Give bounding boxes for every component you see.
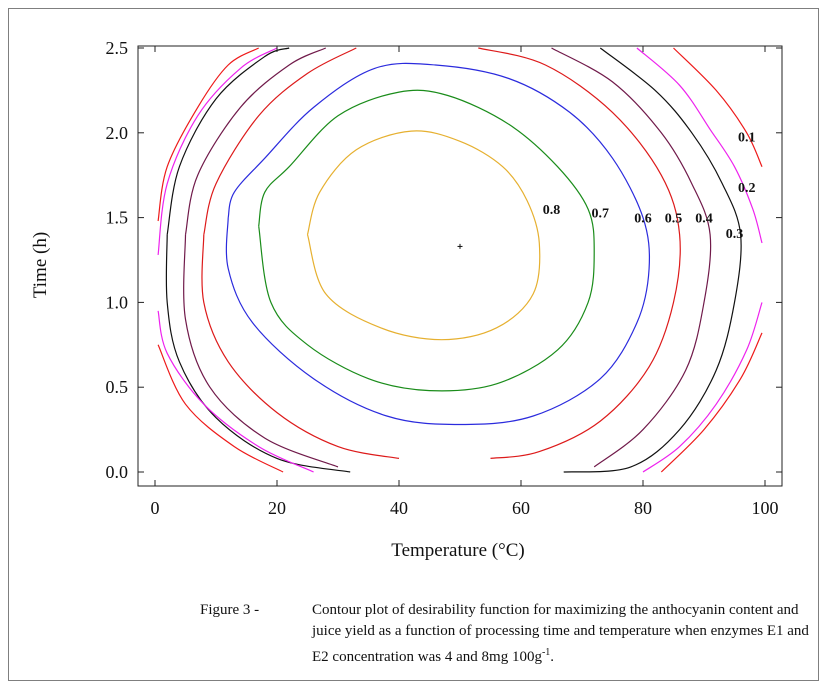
x-tick-label: 20 [268, 498, 286, 518]
x-tick-label: 100 [752, 498, 779, 518]
contour-line-0-5-seg1 [478, 47, 681, 459]
figure-caption: Figure 3 - Contour plot of desirability … [200, 600, 810, 668]
y-axis-label: Time (h) [30, 232, 51, 298]
contour-line-0-6 [225, 62, 651, 426]
caption-text: Contour plot of desirability function fo… [312, 602, 809, 665]
contour-line-0-5-seg2 [201, 234, 400, 459]
contour-line-0-2-seg1 [636, 47, 763, 244]
caption-lead: Figure 3 - [200, 602, 260, 618]
contour-line-0-1-seg3 [157, 344, 284, 473]
optimum-marker [457, 243, 463, 249]
contour-line-0-3-seg2 [165, 234, 351, 473]
contour-label-0-2: 0.2 [738, 181, 756, 196]
contour-line-0-3-seg1 [563, 47, 742, 473]
caption-tail: . [550, 649, 555, 665]
contour-line-0-5-seg0 [203, 47, 357, 235]
plot-area [137, 45, 783, 487]
x-tick-label: 0 [151, 498, 160, 518]
y-tick-label: 1.5 [106, 208, 129, 228]
contour-line-0-2-seg0 [157, 47, 278, 255]
x-tick-label: 40 [390, 498, 408, 518]
contour-line-0-8 [306, 130, 541, 341]
y-tick-label: 1.0 [106, 292, 129, 312]
y-tick-label: 0.5 [106, 377, 129, 397]
contour-line-0-4-seg2 [183, 234, 339, 468]
contour-label-0-1: 0.1 [738, 130, 756, 145]
contour-label-0-5: 0.5 [665, 212, 683, 227]
contour-chart: 0 20 40 60 80 100 0.0 0.5 1.0 1.5 2.0 2.5 0.1 0.2 0.… [30, 38, 783, 561]
contour-label-0-3: 0.3 [726, 227, 744, 242]
x-tick-label: 60 [512, 498, 530, 518]
contour-line-0-7 [258, 89, 595, 392]
contour-label-0-6: 0.6 [634, 212, 652, 227]
contour-line-0-4-seg0 [184, 47, 327, 235]
figure-frame [8, 8, 819, 681]
contour-label-0-7: 0.7 [592, 207, 610, 222]
contour-line-0-1-seg2 [660, 332, 763, 473]
x-tick-label: 80 [634, 498, 652, 518]
contour-line-0-3-seg0 [166, 47, 290, 235]
contour-line-0-1-seg0 [157, 47, 259, 222]
contour-line-0-2-seg3 [157, 310, 314, 473]
contour-line-0-4-seg1 [551, 47, 712, 468]
contour-line-0-2-seg2 [642, 302, 763, 473]
contour-label-0-8: 0.8 [543, 203, 561, 218]
contour-label-0-4: 0.4 [695, 212, 713, 227]
x-axis-label: Temperature (°C) [391, 540, 524, 561]
contour-line-0-1-seg1 [673, 47, 763, 167]
y-tick-label: 0.0 [106, 462, 129, 482]
y-tick-label: 2.0 [106, 123, 129, 143]
y-tick-label: 2.5 [106, 38, 129, 58]
caption-superscript: -1 [541, 647, 551, 658]
